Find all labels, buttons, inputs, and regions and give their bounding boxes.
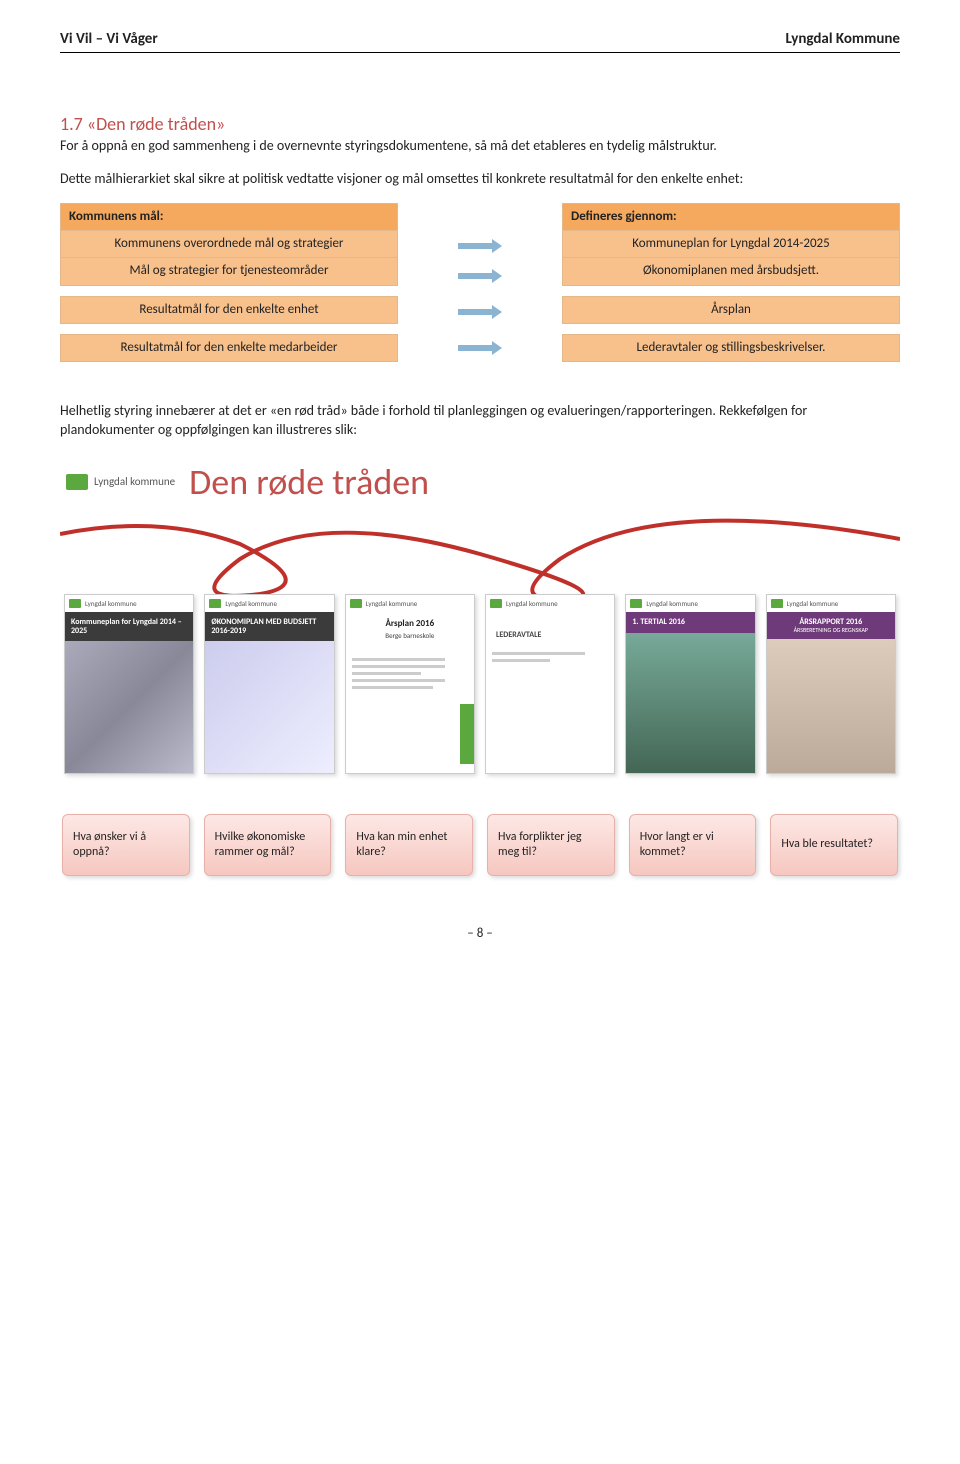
question-bubbles-row: Hva ønsker vi å oppnå? Hvilke økonomiske… — [60, 814, 900, 876]
doc-logo: Lyngdal kommune — [346, 595, 474, 612]
document-thumbnails-row: Lyngdal kommune Kommuneplan for Lyngdal … — [60, 594, 900, 774]
left-table-header: Kommunens mål: — [61, 203, 398, 230]
arrow-icon — [458, 241, 502, 251]
doc1-banner: Kommuneplan for Lyngdal 2014 – 2025 — [65, 612, 193, 642]
left-table-block2: Resultatmål for den enkelte enhet — [60, 296, 398, 324]
doc-tertial: Lyngdal kommune 1. TERTIAL 2016 — [625, 594, 755, 774]
red-thread-diagram: Lyngdal kommune Den røde tråden Lyngdal … — [60, 460, 900, 876]
doc2-banner: ØKONOMIPLAN MED BUDSJETT 2016-2019 — [205, 612, 333, 642]
doc3-body — [346, 644, 474, 773]
doc-arsrapport: Lyngdal kommune ÅRSRAPPORT 2016 ÅRSBERET… — [766, 594, 896, 774]
logo-icon — [66, 474, 88, 490]
arrow-column — [458, 203, 502, 362]
doc3-sub: Berge barneskole — [346, 631, 474, 644]
intro-paragraph-1: For å oppnå en god sammenheng i de overn… — [60, 137, 900, 156]
bubble-3: Hva kan min enhet klare? — [345, 814, 473, 876]
arrow-icon — [458, 271, 502, 281]
doc-okonomiplan: Lyngdal kommune ØKONOMIPLAN MED BUDSJETT… — [204, 594, 334, 774]
bubble-6: Hva ble resultatet? — [770, 814, 898, 876]
left-row-2: Mål og strategier for tjenesteområder — [61, 258, 398, 285]
left-row-1: Kommunens overordnede mål og strategier — [61, 231, 398, 258]
doc-arsplan: Lyngdal kommune Årsplan 2016 Berge barne… — [345, 594, 475, 774]
doc4-body: LEDERAVTALE — [486, 612, 614, 773]
red-thread-title: Den røde tråden — [189, 460, 429, 504]
header-divider — [60, 52, 900, 53]
bubble-5: Hvor langt er vi kommet? — [629, 814, 757, 876]
left-table-col: Kommunens mål: Kommunens overordnede mål… — [60, 203, 398, 362]
doc2-image — [205, 641, 333, 772]
section-heading: 1.7 «Den røde tråden» — [60, 113, 900, 135]
arrow-icon — [458, 343, 502, 353]
page-number: – 8 – — [60, 926, 900, 941]
doc3-title: Årsplan 2016 — [346, 612, 474, 631]
page-header: Vi Vil – Vi Våger Lyngdal Kommune — [60, 30, 900, 48]
logo-text: Lyngdal kommune — [94, 475, 175, 488]
doc1-image — [65, 641, 193, 772]
kommunens-maal-table: Kommunens mål: Kommunens overordnede mål… — [60, 203, 398, 286]
left-table-block3: Resultatmål for den enkelte medarbeider — [60, 334, 398, 362]
red-thread-header: Lyngdal kommune Den røde tråden — [60, 460, 900, 504]
doc-kommuneplan: Lyngdal kommune Kommuneplan for Lyngdal … — [64, 594, 194, 774]
bubble-1: Hva ønsker vi å oppnå? — [62, 814, 190, 876]
right-table-block2: Årsplan — [562, 296, 900, 324]
doc5-image — [626, 633, 754, 773]
arrow-icon — [458, 307, 502, 317]
goal-hierarchy-diagram: Kommunens mål: Kommunens overordnede mål… — [60, 203, 900, 362]
left-row-3: Resultatmål for den enkelte enhet — [61, 296, 398, 323]
doc-logo: Lyngdal kommune — [205, 595, 333, 612]
doc5-banner: 1. TERTIAL 2016 — [626, 612, 754, 633]
doc6-banner: ÅRSRAPPORT 2016 ÅRSBERETNING OG REGNSKAP — [767, 612, 895, 639]
left-row-4: Resultatmål for den enkelte medarbeider — [61, 334, 398, 361]
right-row-1: Kommuneplan for Lyngdal 2014-2025 — [563, 231, 900, 258]
mid-paragraph: Helhetlig styring innebærer at det er «e… — [60, 402, 900, 440]
right-row-3: Årsplan — [563, 296, 900, 323]
right-row-2: Økonomiplanen med årsbudsjett. — [563, 258, 900, 285]
right-table-col: Defineres gjennom: Kommuneplan for Lyngd… — [562, 203, 900, 362]
doc-logo: Lyngdal kommune — [626, 595, 754, 612]
doc6-image — [767, 639, 895, 773]
doc4-title: LEDERAVTALE — [492, 626, 608, 644]
green-tab-icon — [460, 704, 474, 764]
bubble-2: Hvilke økonomiske rammer og mål? — [204, 814, 332, 876]
defineres-gjennom-table: Defineres gjennom: Kommuneplan for Lyngd… — [562, 203, 900, 286]
right-table-block3: Lederavtaler og stillingsbeskrivelser. — [562, 334, 900, 362]
bubble-4: Hva forplikter jeg meg til? — [487, 814, 615, 876]
doc-logo: Lyngdal kommune — [486, 595, 614, 612]
right-table-header: Defineres gjennom: — [563, 203, 900, 230]
header-left: Vi Vil – Vi Våger — [60, 30, 158, 48]
doc-logo: Lyngdal kommune — [767, 595, 895, 612]
lyngdal-logo: Lyngdal kommune — [66, 474, 175, 490]
doc-lederavtale: Lyngdal kommune LEDERAVTALE — [485, 594, 615, 774]
doc-logo: Lyngdal kommune — [65, 595, 193, 612]
intro-paragraph-2: Dette målhierarkiet skal sikre at politi… — [60, 170, 900, 189]
header-right: Lyngdal Kommune — [786, 30, 900, 48]
right-row-4: Lederavtaler og stillingsbeskrivelser. — [563, 334, 900, 361]
